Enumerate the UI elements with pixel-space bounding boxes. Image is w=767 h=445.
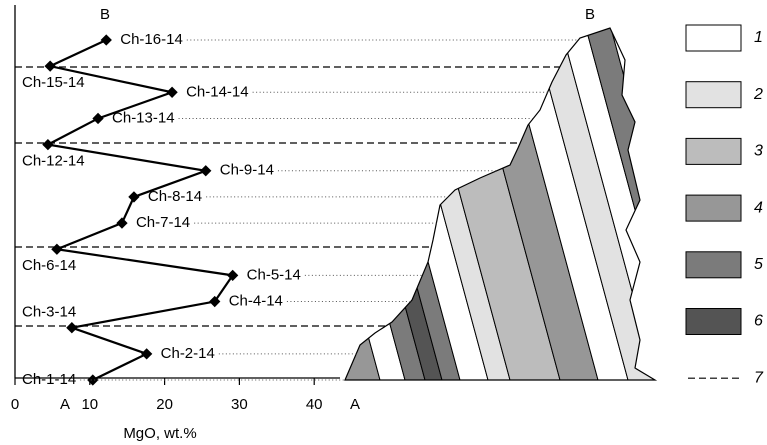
data-point [116, 217, 127, 228]
legend-box [686, 82, 741, 108]
legend-label: 5 [754, 256, 763, 273]
legend-label: 3 [754, 143, 763, 160]
profile-label: A [350, 396, 360, 413]
sample-label: Ch-16-14 [120, 31, 183, 48]
sample-label: Ch-12-14 [22, 153, 85, 170]
profile-label: B [100, 6, 110, 23]
stratum [322, 0, 442, 380]
stratum [242, 0, 380, 380]
data-point [200, 165, 211, 176]
x-tick-label: 20 [156, 396, 173, 413]
data-point [87, 374, 98, 385]
sample-label: Ch-6-14 [22, 257, 76, 274]
data-point [51, 244, 62, 255]
x-tick-label: 30 [231, 396, 248, 413]
sample-label: Ch-14-14 [186, 83, 249, 100]
sample-label: Ch-9-14 [220, 162, 274, 179]
stratum [302, 0, 425, 380]
chart: B B A A MgO, wt.% 0 10 20 30 40 Ch-1-14 Ch-2-1… [0, 0, 767, 445]
data-point [141, 348, 152, 359]
sample-label: Ch-8-14 [148, 188, 202, 205]
legend-box [686, 195, 741, 221]
x-tick-label: 40 [306, 396, 323, 413]
legend-box [686, 138, 741, 164]
data-point [101, 34, 112, 45]
x-tick-label: 0 [11, 396, 19, 413]
sample-label: Ch-5-14 [247, 266, 301, 283]
sample-label: Ch-13-14 [112, 109, 175, 126]
legend-label: 6 [754, 313, 763, 330]
stratum [277, 0, 405, 380]
sample-label: Ch-7-14 [136, 214, 190, 231]
data-point [44, 60, 55, 71]
data-point [92, 113, 103, 124]
legend-box [686, 252, 741, 278]
legend-label: 1 [754, 29, 763, 46]
profile-label: A [60, 396, 70, 413]
legend-label: 7 [754, 369, 764, 386]
sample-label: Ch-1-14 [22, 371, 76, 388]
profile-label: B [585, 6, 595, 23]
sample-label: Ch-4-14 [229, 293, 283, 310]
data-point [166, 87, 177, 98]
sample-label: Ch-2-14 [161, 345, 215, 362]
x-axis-label: MgO, wt.% [123, 425, 196, 442]
legend-label: 4 [754, 199, 763, 216]
legend-box [686, 25, 741, 51]
sample-label: Ch-3-14 [22, 304, 76, 321]
sample-label: Ch-15-14 [22, 74, 85, 91]
data-point [42, 139, 53, 150]
legend-box [686, 309, 741, 335]
data-point [128, 191, 139, 202]
data-point [66, 322, 77, 333]
x-tick-label: 10 [81, 396, 98, 413]
legend-label: 2 [753, 86, 763, 103]
